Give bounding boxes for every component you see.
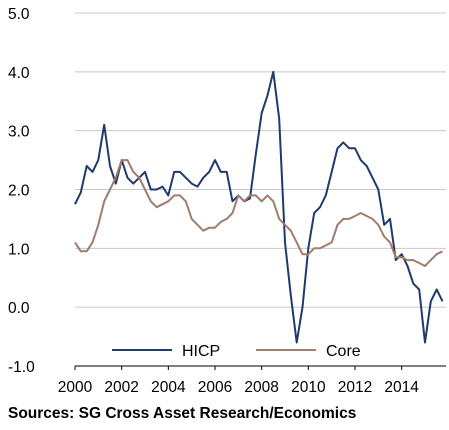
series-line-core [74,159,443,267]
series-line-hicp [74,70,444,344]
legend: HICP Core [112,343,361,360]
y-tick-label: 0.0 [8,300,30,317]
x-tick-label: 2012 [338,379,372,395]
y-tick-label: 2.0 [8,183,30,200]
y-tick-label: 3.0 [8,124,30,141]
y-tick-label: 5.0 [8,6,30,23]
gridlines [75,12,446,308]
x-axis-ticks: 2000 2002 2004 2006 2008 2010 2012 2014 [58,366,419,395]
y-axis-ticks: 5.0 4.0 3.0 2.0 1.0 0.0 -1.0 [8,6,35,376]
y-tick-label: 1.0 [8,241,30,258]
x-tick-label: 2002 [104,379,138,395]
x-tick-label: 2000 [58,379,93,395]
y-tick-label: 4.0 [8,65,30,82]
x-tick-label: 2014 [384,379,419,395]
x-tick-label: 2004 [151,379,186,395]
legend-label-core: Core [326,343,361,360]
series-lines [74,70,444,344]
x-tick-label: 2010 [291,379,326,395]
y-tick-label: -1.0 [8,359,35,376]
x-tick-label: 2006 [198,379,232,395]
line-chart: 5.04.03.02.01.00.0-1.0 2000 2002 2004 2006 2… [8,6,446,395]
x-tick-label: 2008 [244,379,278,395]
legend-label-hicp: HICP [182,343,220,360]
source-note: Sources: SG Cross Asset Research/Economi… [8,405,357,422]
